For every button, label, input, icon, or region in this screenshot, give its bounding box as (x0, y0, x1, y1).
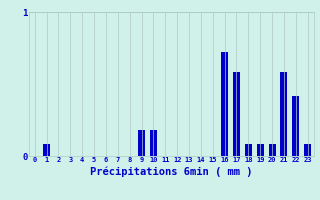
X-axis label: Précipitations 6min ( mm ): Précipitations 6min ( mm ) (90, 166, 252, 177)
Bar (245, 144, 252, 156)
Bar (150, 130, 157, 156)
Bar (221, 52, 228, 156)
Bar (138, 130, 145, 156)
Bar (280, 72, 287, 156)
Bar (304, 144, 311, 156)
Bar (43, 144, 50, 156)
Bar (268, 144, 276, 156)
Bar (233, 72, 240, 156)
Bar (292, 96, 300, 156)
Bar (257, 144, 264, 156)
